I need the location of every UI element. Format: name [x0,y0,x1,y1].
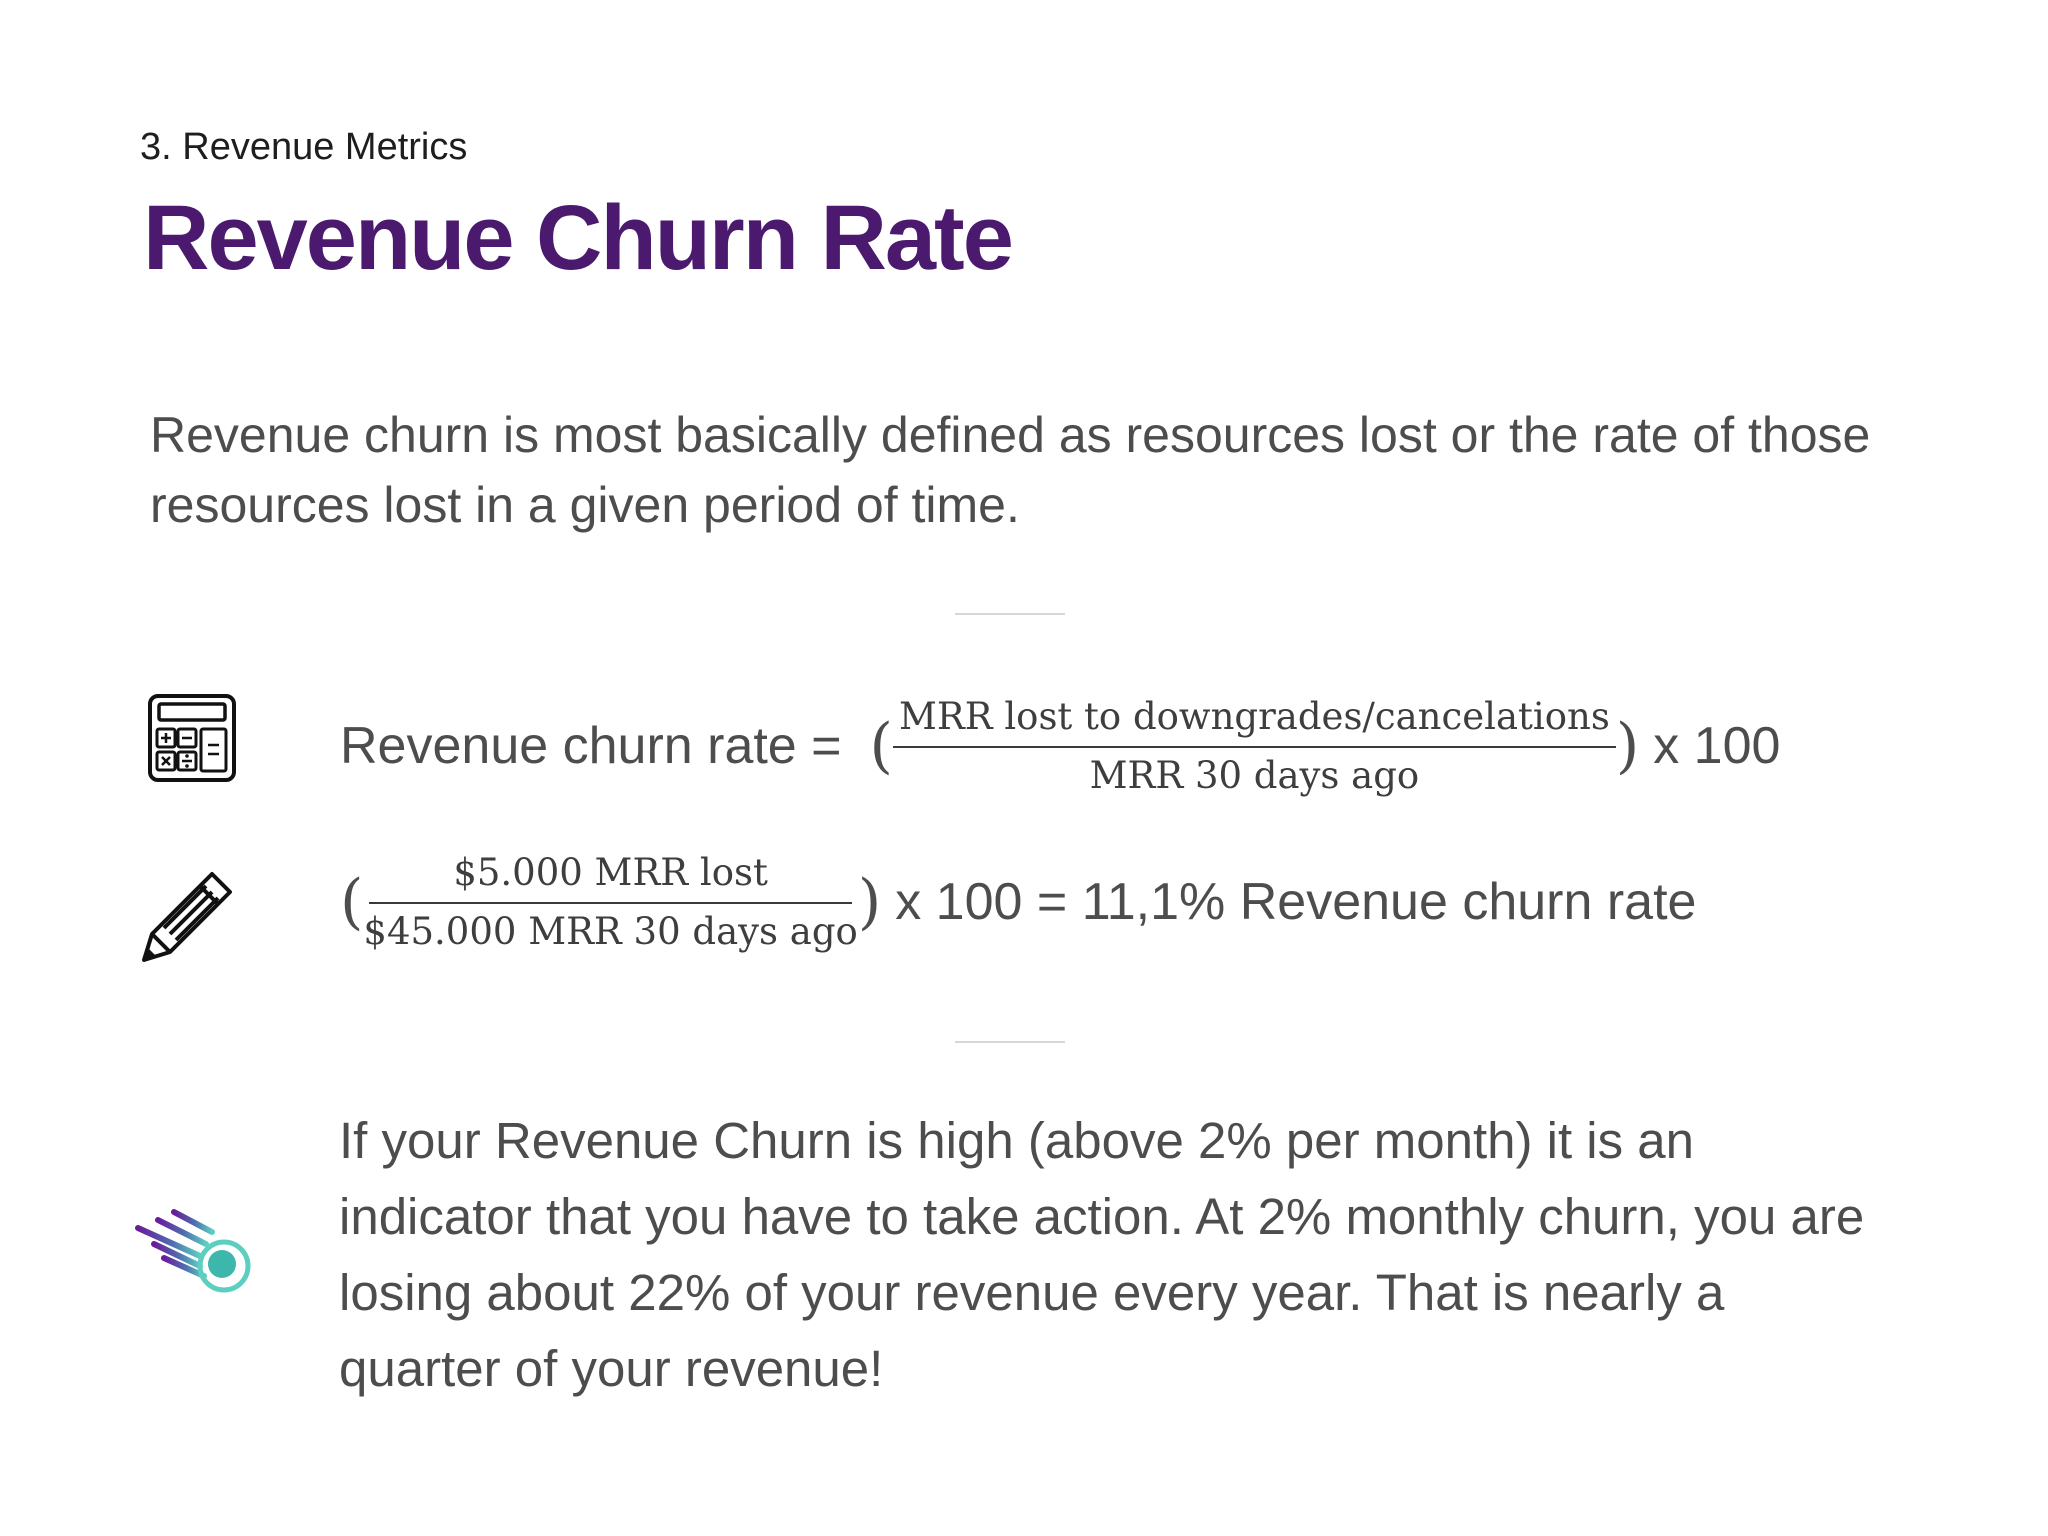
top-divider [955,613,1065,615]
formula-close-paren: ) [1615,711,1640,781]
example-numerator: $5.000 MRR lost [369,851,852,904]
formula-fraction: MRR lost to downgrades/cancelations MRR … [892,695,1616,797]
calculator-icon [146,692,238,789]
intro-paragraph: Revenue churn is most basically defined … [150,407,1871,533]
section-label: 3. Revenue Metrics [140,126,468,168]
comet-icon [134,1208,254,1301]
example-result: x 100 = 11,1% Revenue churn rate [895,873,1697,931]
page-title: Revenue Churn Rate [143,187,1014,289]
formula-denominator: MRR 30 days ago [1089,754,1420,797]
formula-open-paren: ( [869,711,893,781]
example-close-paren: ) [857,867,882,937]
formula-multiplier: x 100 [1653,717,1781,775]
bottom-divider [955,1041,1065,1043]
formula-numerator: MRR lost to downgrades/cancelations [892,695,1616,748]
example-row: ( $5.000 MRR lost $45.000 MRR 30 days ag… [340,851,1696,953]
example-denominator: $45.000 MRR 30 days ago [363,910,858,953]
pencil-icon [140,868,236,969]
formula-label: Revenue churn rate = [340,717,842,775]
note-paragraph: If your Revenue Churn is high (above 2% … [339,1112,1865,1397]
formula-row: Revenue churn rate = ( MRR lost to downg… [340,695,1780,797]
example-open-paren: ( [340,867,364,937]
example-fraction: $5.000 MRR lost $45.000 MRR 30 days ago [363,851,857,953]
